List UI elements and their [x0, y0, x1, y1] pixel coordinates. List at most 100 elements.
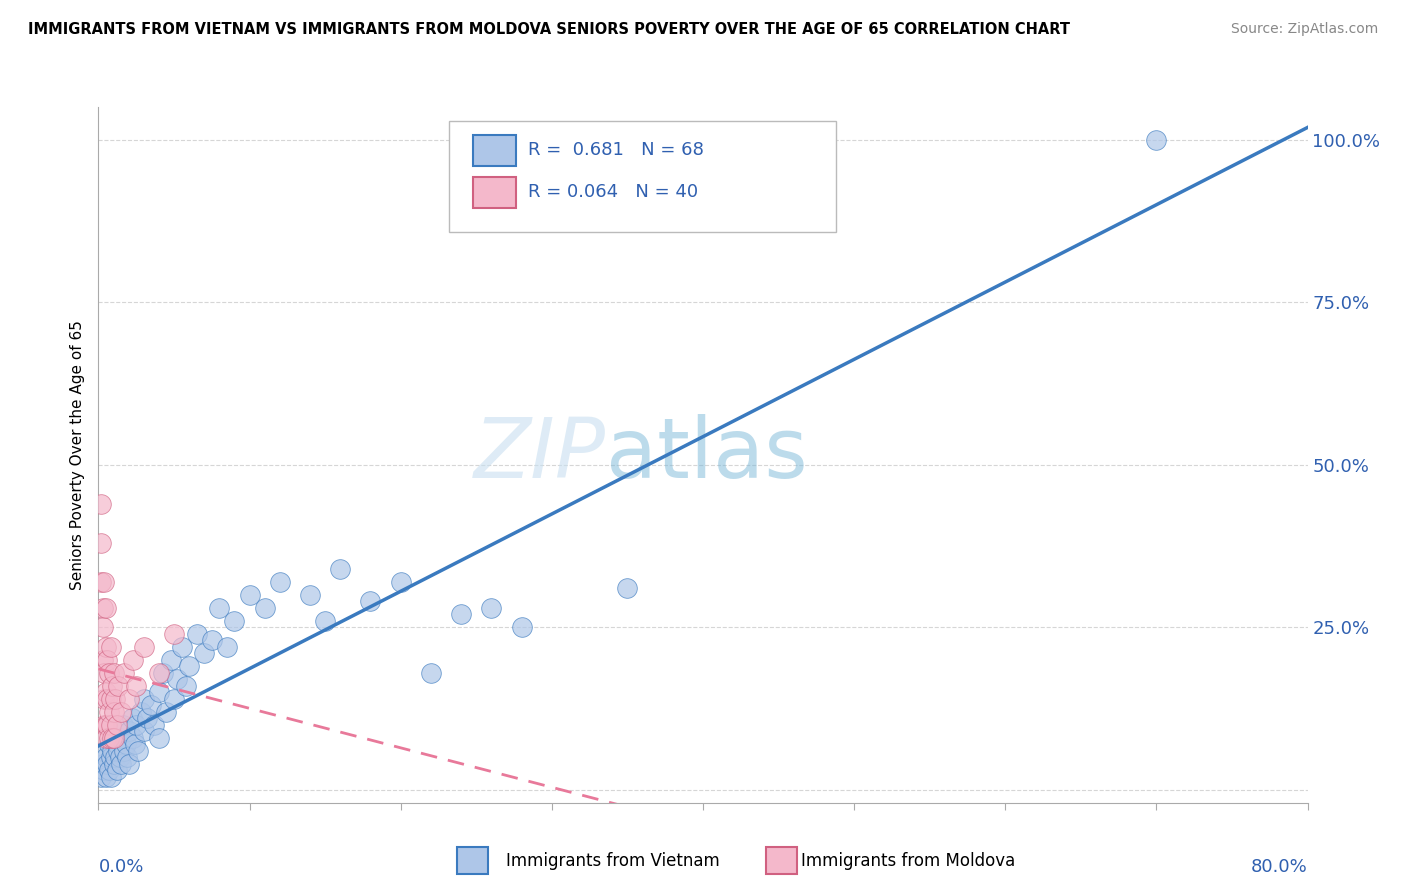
- Point: [101, 731, 124, 745]
- FancyBboxPatch shape: [474, 177, 516, 208]
- Point: [104, 750, 127, 764]
- Point: [239, 588, 262, 602]
- FancyBboxPatch shape: [449, 121, 837, 232]
- Point: [98, 705, 121, 719]
- Point: [91, 653, 114, 667]
- Point: [389, 574, 412, 589]
- Point: [174, 679, 197, 693]
- Point: [314, 614, 336, 628]
- Point: [91, 600, 114, 615]
- Point: [114, 737, 136, 751]
- Text: 80.0%: 80.0%: [1251, 858, 1308, 877]
- Point: [91, 620, 114, 634]
- Point: [94, 685, 117, 699]
- Point: [98, 665, 121, 680]
- Point: [132, 691, 155, 706]
- Point: [179, 659, 201, 673]
- Point: [1144, 132, 1167, 146]
- Point: [93, 744, 115, 758]
- Point: [94, 750, 117, 764]
- Point: [450, 607, 472, 622]
- Point: [148, 731, 170, 745]
- Point: [98, 731, 121, 745]
- Point: [132, 640, 155, 654]
- Point: [103, 731, 125, 745]
- Point: [160, 653, 183, 667]
- Point: [104, 691, 127, 706]
- Point: [224, 614, 246, 628]
- Point: [148, 665, 170, 680]
- Point: [100, 640, 122, 654]
- Point: [215, 640, 238, 654]
- Point: [96, 691, 118, 706]
- Point: [510, 620, 533, 634]
- Point: [118, 724, 141, 739]
- Point: [94, 600, 117, 615]
- Point: [329, 562, 352, 576]
- Text: IMMIGRANTS FROM VIETNAM VS IMMIGRANTS FROM MOLDOVA SENIORS POVERTY OVER THE AGE : IMMIGRANTS FROM VIETNAM VS IMMIGRANTS FR…: [28, 22, 1070, 37]
- Point: [96, 756, 118, 771]
- Point: [110, 705, 132, 719]
- Point: [166, 672, 188, 686]
- Point: [163, 691, 186, 706]
- Point: [129, 705, 152, 719]
- Point: [100, 770, 122, 784]
- Point: [141, 698, 163, 713]
- Text: Immigrants from Vietnam: Immigrants from Vietnam: [506, 852, 720, 870]
- Point: [94, 718, 117, 732]
- Point: [111, 718, 134, 732]
- Point: [420, 665, 443, 680]
- Point: [107, 744, 129, 758]
- Point: [94, 640, 117, 654]
- Point: [124, 737, 146, 751]
- Text: Source: ZipAtlas.com: Source: ZipAtlas.com: [1230, 22, 1378, 37]
- Point: [101, 679, 124, 693]
- Point: [93, 691, 115, 706]
- Text: 0.0%: 0.0%: [98, 858, 143, 877]
- Point: [93, 665, 115, 680]
- Point: [103, 731, 125, 745]
- Point: [481, 600, 503, 615]
- Point: [108, 750, 131, 764]
- Text: R =  0.681   N = 68: R = 0.681 N = 68: [527, 141, 703, 159]
- Point: [616, 581, 638, 595]
- Point: [90, 497, 112, 511]
- Text: Immigrants from Moldova: Immigrants from Moldova: [801, 852, 1015, 870]
- Point: [125, 718, 148, 732]
- Point: [98, 737, 121, 751]
- Point: [101, 744, 124, 758]
- Y-axis label: Seniors Poverty Over the Age of 65: Seniors Poverty Over the Age of 65: [70, 320, 86, 590]
- Point: [103, 756, 125, 771]
- Point: [122, 653, 145, 667]
- Point: [143, 718, 166, 732]
- Point: [90, 535, 112, 549]
- Point: [125, 679, 148, 693]
- Point: [132, 724, 155, 739]
- Point: [93, 718, 115, 732]
- Point: [91, 756, 114, 771]
- Point: [186, 626, 208, 640]
- Point: [253, 600, 276, 615]
- Point: [208, 600, 231, 615]
- Point: [121, 711, 143, 725]
- Point: [112, 744, 135, 758]
- Point: [93, 764, 115, 778]
- Point: [118, 756, 141, 771]
- Point: [127, 744, 149, 758]
- Text: atlas: atlas: [606, 415, 808, 495]
- FancyBboxPatch shape: [474, 135, 516, 166]
- Point: [360, 594, 382, 608]
- Point: [103, 665, 125, 680]
- Point: [148, 685, 170, 699]
- Point: [100, 691, 122, 706]
- Point: [105, 718, 128, 732]
- Point: [93, 574, 115, 589]
- Point: [110, 756, 132, 771]
- Point: [112, 665, 135, 680]
- Point: [98, 764, 121, 778]
- Point: [193, 646, 215, 660]
- Point: [299, 588, 322, 602]
- Point: [155, 705, 177, 719]
- Point: [269, 574, 291, 589]
- Point: [90, 770, 112, 784]
